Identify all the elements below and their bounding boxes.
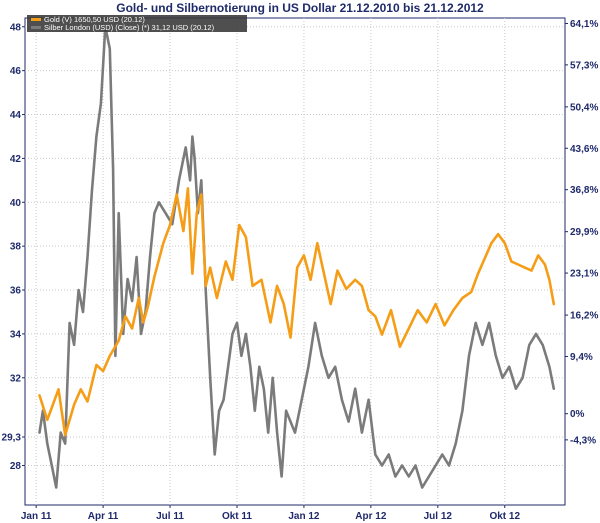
x-tick-label: Okt 12 (489, 511, 520, 522)
left-tick-label: 48 (10, 22, 22, 33)
x-tick-label: Jan 12 (288, 511, 320, 522)
x-tick-label: Okt 11 (222, 511, 252, 522)
chart-title: Gold- und Silbernotierung in US Dollar 2… (116, 1, 484, 15)
right-tick-label: 23,1% (570, 269, 598, 280)
x-tick-label: Jan 11 (21, 511, 52, 522)
right-tick-label: -4,3% (570, 435, 596, 446)
left-tick-label: 38 (10, 242, 22, 253)
legend-label-gold: Gold (V) 1650,50 USD (20.12) (44, 15, 145, 24)
series-line-silver (38, 25, 556, 489)
right-tick-label: 0% (570, 409, 585, 420)
x-tick-label: Jul 12 (424, 511, 453, 522)
left-tick-label: 36 (10, 286, 22, 297)
series-layer (38, 25, 556, 489)
grid (25, 18, 565, 505)
right-tick-label: 9,4% (570, 352, 593, 363)
right-tick-label: 64,1% (570, 19, 598, 30)
x-tick-label: Jul 11 (156, 511, 184, 522)
left-tick-label: 44 (10, 110, 22, 121)
left-axis: 48 46 44 42 40 38 36 34 32 29,3 28 (2, 22, 25, 472)
left-tick-label: 46 (10, 66, 22, 77)
left-tick-label: 29,3 (2, 432, 22, 443)
right-tick-label: 29,9% (570, 227, 598, 238)
right-tick-label: 16,2% (570, 311, 598, 322)
legend-swatch-silver (31, 26, 41, 29)
left-tick-label: 28 (10, 461, 22, 472)
right-tick-label: 36,8% (570, 185, 598, 196)
right-tick-label: 57,3% (570, 60, 598, 71)
left-tick-label: 32 (10, 373, 22, 384)
x-tick-label: Apr 12 (355, 511, 387, 522)
left-tick-label: 34 (10, 329, 22, 340)
left-tick-label: 40 (10, 198, 22, 209)
right-tick-label: 50,4% (570, 102, 598, 113)
x-tick-label: Apr 11 (88, 511, 119, 522)
legend-swatch-gold (31, 18, 41, 21)
x-axis: Jan 11 Apr 11 Jul 11 Okt 11 Jan 12 Apr 12 Jul … (21, 505, 520, 522)
plot-area (24, 17, 566, 506)
right-tick-label: 43,6% (570, 144, 598, 155)
left-tick-label: 42 (10, 154, 22, 165)
legend-background (27, 15, 247, 32)
right-axis: 64,1% 57,3% 50,4% 43,6% 36,8% 29,9% 23,1% 16,2%… (565, 19, 598, 446)
legend-label-silver: Silber London (USD) (Close) (*) 31,12 US… (44, 23, 215, 32)
legend: Gold (V) 1650,50 USD (20.12) Silber Lond… (27, 15, 247, 32)
series-line-gold (38, 187, 556, 437)
